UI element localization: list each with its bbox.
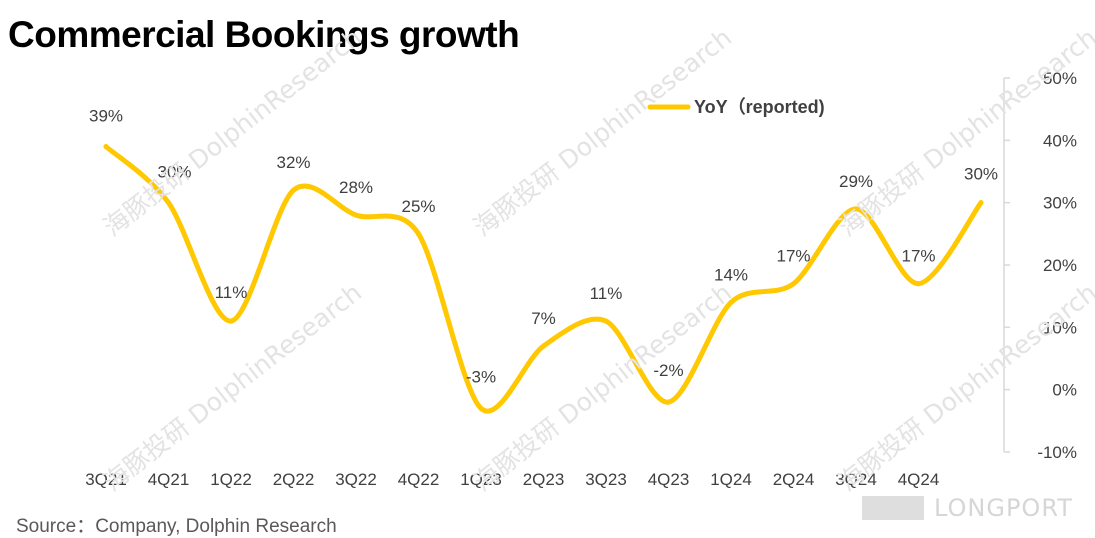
data-label: 14% xyxy=(714,265,748,284)
series-line xyxy=(103,144,984,414)
data-point xyxy=(103,144,109,150)
brand-mark xyxy=(862,496,924,520)
y-tick-label: 10% xyxy=(1043,318,1077,337)
x-tick-label: 1Q22 xyxy=(210,470,252,489)
data-label: 39% xyxy=(89,107,123,126)
data-label: 28% xyxy=(339,178,373,197)
y-tick-label: 20% xyxy=(1043,256,1077,275)
y-tick-label: 40% xyxy=(1043,131,1077,150)
legend-label: YoY（reported) xyxy=(694,97,825,117)
data-label: 17% xyxy=(901,247,935,266)
data-point xyxy=(291,187,296,193)
brand-logo: LONGPORT xyxy=(862,494,1073,522)
data-point xyxy=(853,206,859,212)
data-point xyxy=(728,299,734,305)
brand-text: LONGPORT xyxy=(934,494,1073,522)
y-tick-label: 50% xyxy=(1043,69,1077,88)
data-point xyxy=(603,318,609,324)
x-tick-label: 2Q23 xyxy=(523,470,565,489)
x-tick-label: 3Q24 xyxy=(835,470,877,489)
data-point xyxy=(541,343,546,349)
x-tick-label: 3Q22 xyxy=(335,470,377,489)
data-label: 30% xyxy=(964,165,998,184)
y-tick-label: 30% xyxy=(1043,194,1077,213)
data-point xyxy=(353,212,359,218)
x-tick-label: 1Q23 xyxy=(460,470,502,489)
data-label: 7% xyxy=(531,309,556,328)
data-label: 11% xyxy=(590,284,623,303)
data-point xyxy=(228,318,234,324)
x-tick-label: 2Q22 xyxy=(273,470,315,489)
data-label: 32% xyxy=(276,153,310,172)
x-tick-label: 1Q24 xyxy=(710,470,752,489)
data-point xyxy=(916,281,921,287)
data-label: 30% xyxy=(157,163,191,182)
data-label: 17% xyxy=(776,247,810,266)
data-label: -3% xyxy=(466,367,496,386)
x-tick-label: 3Q23 xyxy=(585,470,627,489)
x-tick-label: 3Q21 xyxy=(85,470,127,489)
data-label: -2% xyxy=(653,361,683,380)
x-tick-label: 4Q21 xyxy=(148,470,190,489)
x-tick-label: 4Q24 xyxy=(898,470,940,489)
data-label: 29% xyxy=(839,172,873,191)
y-tick-label: 0% xyxy=(1052,381,1077,400)
data-label: 11% xyxy=(215,283,248,302)
source-note: Source：Company, Dolphin Research xyxy=(16,516,337,537)
y-tick-label: -10% xyxy=(1037,443,1077,462)
x-tick-label: 4Q23 xyxy=(648,470,690,489)
data-point xyxy=(166,200,171,206)
data-point xyxy=(416,231,421,237)
data-point xyxy=(791,281,796,287)
data-label: 25% xyxy=(401,197,435,216)
x-tick-label: 4Q22 xyxy=(398,470,440,489)
data-point xyxy=(478,405,484,411)
data-point xyxy=(978,200,984,206)
x-tick-label: 2Q24 xyxy=(773,470,815,489)
data-point xyxy=(666,399,671,405)
chart-title: Commercial Bookings growth xyxy=(8,14,520,55)
